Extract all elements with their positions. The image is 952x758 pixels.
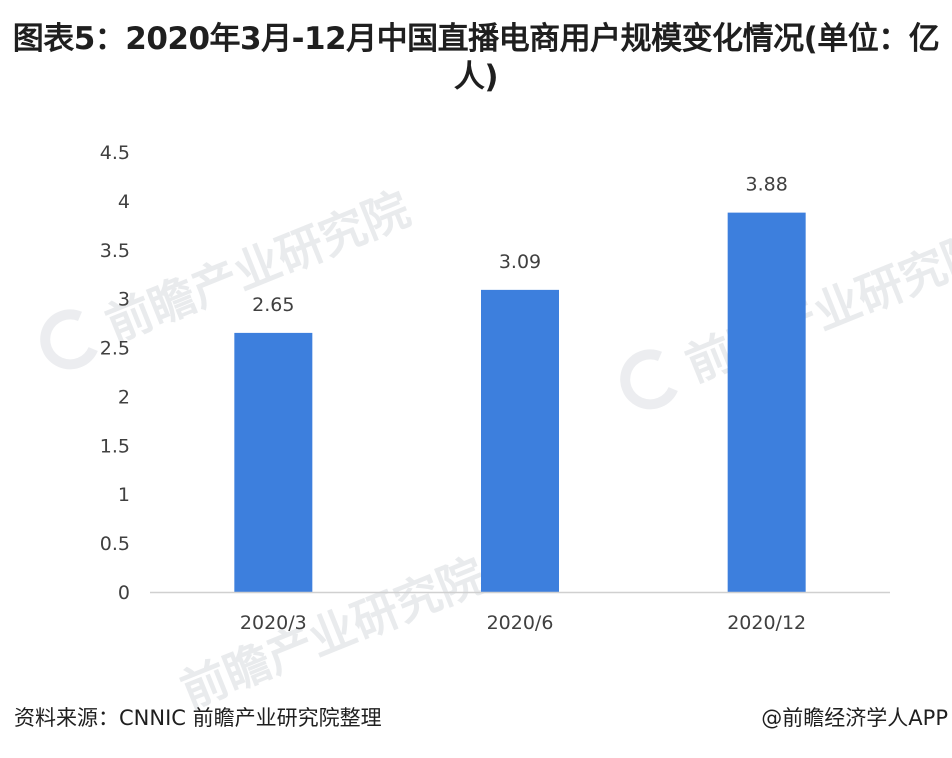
y-tick-label: 4 [118,191,130,213]
credit-note: @前瞻经济学人APP [761,706,948,730]
y-tick-label: 3.5 [100,240,130,262]
chart-title: 图表5：2020年3月-12月中国直播电商用户规模变化情况(单位：亿人) [12,21,940,95]
y-tick-label: 0 [118,582,130,604]
y-tick-label: 2 [118,386,130,408]
data-label: 3.09 [499,251,541,273]
y-tick-label: 2.5 [100,338,130,360]
y-tick-label: 3 [118,289,130,311]
y-tick-label: 4.5 [100,142,130,164]
x-axis-labels: 2020/3 2020/6 2020/12 [240,612,806,634]
bar-chart: 0 0.5 1 1.5 2 2.5 3 3.5 4 4.5 2.65 3.09 3.88 2020/3… [100,142,890,634]
x-tick-label: 2020/12 [727,612,806,634]
y-tick-label: 0.5 [100,533,130,555]
x-tick-label: 2020/3 [240,612,307,634]
x-tick-label: 2020/6 [487,612,554,634]
data-label: 3.88 [746,174,788,196]
y-tick-label: 1.5 [100,435,130,457]
y-axis-ticks: 0 0.5 1 1.5 2 2.5 3 3.5 4 4.5 [100,142,130,604]
source-note: 资料来源：CNNIC 前瞻产业研究院整理 [14,706,382,730]
data-label: 2.65 [252,294,294,316]
bar-2020/6 [481,289,559,592]
bar-2020/12 [727,212,806,592]
bar-2020/3 [234,332,313,592]
bars: 2.65 3.09 3.88 [234,174,806,592]
y-tick-label: 1 [118,484,130,506]
